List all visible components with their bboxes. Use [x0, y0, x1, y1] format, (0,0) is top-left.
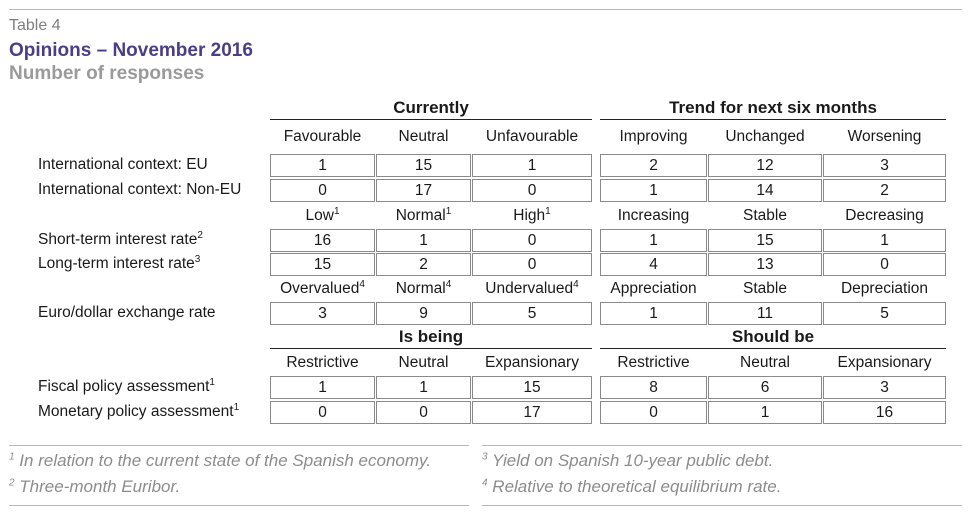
table-cell: 0 [472, 253, 592, 276]
table-cell: 17 [472, 401, 592, 424]
table-cell: 16 [823, 401, 946, 424]
group-trend: Trend for next six months [669, 98, 877, 117]
table-cell: 3 [270, 302, 375, 325]
row-label: Short-term interest rate2 [38, 229, 203, 248]
table-cell: 1 [600, 179, 707, 202]
table-cell: 1 [376, 229, 471, 252]
column-header: Stable [743, 207, 787, 224]
table-cell: 2 [600, 154, 707, 177]
table-cell: 1 [708, 401, 822, 424]
column-header: Low1 [305, 205, 340, 224]
table-cell: 0 [270, 401, 375, 424]
table-cell: 4 [600, 253, 707, 276]
table-cell: 15 [270, 253, 375, 276]
table-cell: 0 [600, 401, 707, 424]
table-cell: 1 [376, 376, 471, 399]
table-cell: 1 [270, 154, 375, 177]
column-header: Expansionary [837, 354, 932, 371]
column-header: Decreasing [845, 207, 924, 224]
table-cell: 15 [376, 154, 471, 177]
table-cell: 1 [270, 376, 375, 399]
column-header: Improving [619, 128, 688, 145]
table-cell: 14 [708, 179, 822, 202]
group-currently-rule [270, 119, 592, 120]
column-header: Appreciation [610, 280, 697, 297]
column-header: Stable [743, 280, 787, 297]
table-cell: 15 [708, 229, 822, 252]
table-label: Table 4 [9, 17, 61, 34]
top-rule [9, 9, 962, 10]
row-label: Long-term interest rate3 [38, 253, 201, 272]
bottom-rule-right [482, 505, 962, 506]
table-cell: 2 [376, 253, 471, 276]
column-header: Unfavourable [485, 128, 579, 145]
column-header: Undervalued4 [485, 278, 579, 297]
column-header: Normal1 [395, 205, 452, 224]
table-cell: 1 [600, 229, 707, 252]
table-cell: 0 [376, 401, 471, 424]
table-subtitle: Number of responses [9, 63, 205, 84]
group-should-be-rule [600, 348, 946, 349]
table-cell: 0 [472, 179, 592, 202]
table-cell: 0 [472, 229, 592, 252]
table-cell: 13 [708, 253, 822, 276]
table-cell: 15 [472, 376, 592, 399]
table-cell: 8 [600, 376, 707, 399]
footnote-4: 4 Relative to theoretical equilibrium ra… [482, 477, 782, 496]
column-header: Neutral [398, 128, 449, 145]
group-trend-rule [600, 119, 946, 120]
footnote-3: 3 Yield on Spanish 10-year public debt. [482, 451, 774, 470]
row-label: International context: EU [38, 156, 208, 173]
table-cell: 1 [472, 154, 592, 177]
row-label: Fiscal policy assessment1 [38, 376, 215, 395]
table-cell: 1 [600, 302, 707, 325]
table-cell: 5 [472, 302, 592, 325]
column-header: High1 [513, 205, 551, 224]
footnote-2: 2 Three-month Euribor. [9, 477, 181, 496]
footnote-1: 1 In relation to the current state of th… [9, 451, 431, 470]
group-should-be: Should be [731, 327, 815, 346]
table-cell: 11 [708, 302, 822, 325]
table-title: Opinions – November 2016 [9, 40, 253, 61]
group-is-being-rule [270, 348, 592, 349]
column-header: Increasing [617, 207, 690, 224]
column-header: Unchanged [725, 128, 805, 145]
row-label: Monetary policy assessment1 [38, 401, 240, 420]
column-header: Overvalued4 [280, 278, 365, 297]
table-cell: 5 [823, 302, 946, 325]
column-header: Neutral [398, 354, 449, 371]
footnote-rule-right [482, 445, 962, 446]
table-cell: 2 [823, 179, 946, 202]
table-cell: 0 [823, 253, 946, 276]
group-is-being: Is being [398, 327, 464, 346]
column-header: Favourable [283, 128, 362, 145]
column-header: Restrictive [617, 354, 690, 371]
table-cell: 0 [270, 179, 375, 202]
footnote-rule-left [9, 445, 469, 446]
column-header: Depreciation [840, 280, 929, 297]
column-header: Expansionary [485, 354, 579, 371]
row-label: Euro/dollar exchange rate [38, 304, 216, 321]
table-cell: 1 [823, 229, 946, 252]
table-cell: 3 [823, 154, 946, 177]
table-cell: 17 [376, 179, 471, 202]
column-header: Normal4 [395, 278, 452, 297]
table-cell: 12 [708, 154, 822, 177]
table-cell: 6 [708, 376, 822, 399]
column-header: Neutral [740, 354, 790, 371]
bottom-rule-left [9, 505, 469, 506]
table-cell: 3 [823, 376, 946, 399]
column-header: Restrictive [286, 354, 359, 371]
group-currently: Currently [393, 98, 469, 117]
table-cell: 16 [270, 229, 375, 252]
column-header: Worsening [847, 128, 922, 145]
table-cell: 9 [376, 302, 471, 325]
row-label: International context: Non-EU [38, 181, 242, 198]
